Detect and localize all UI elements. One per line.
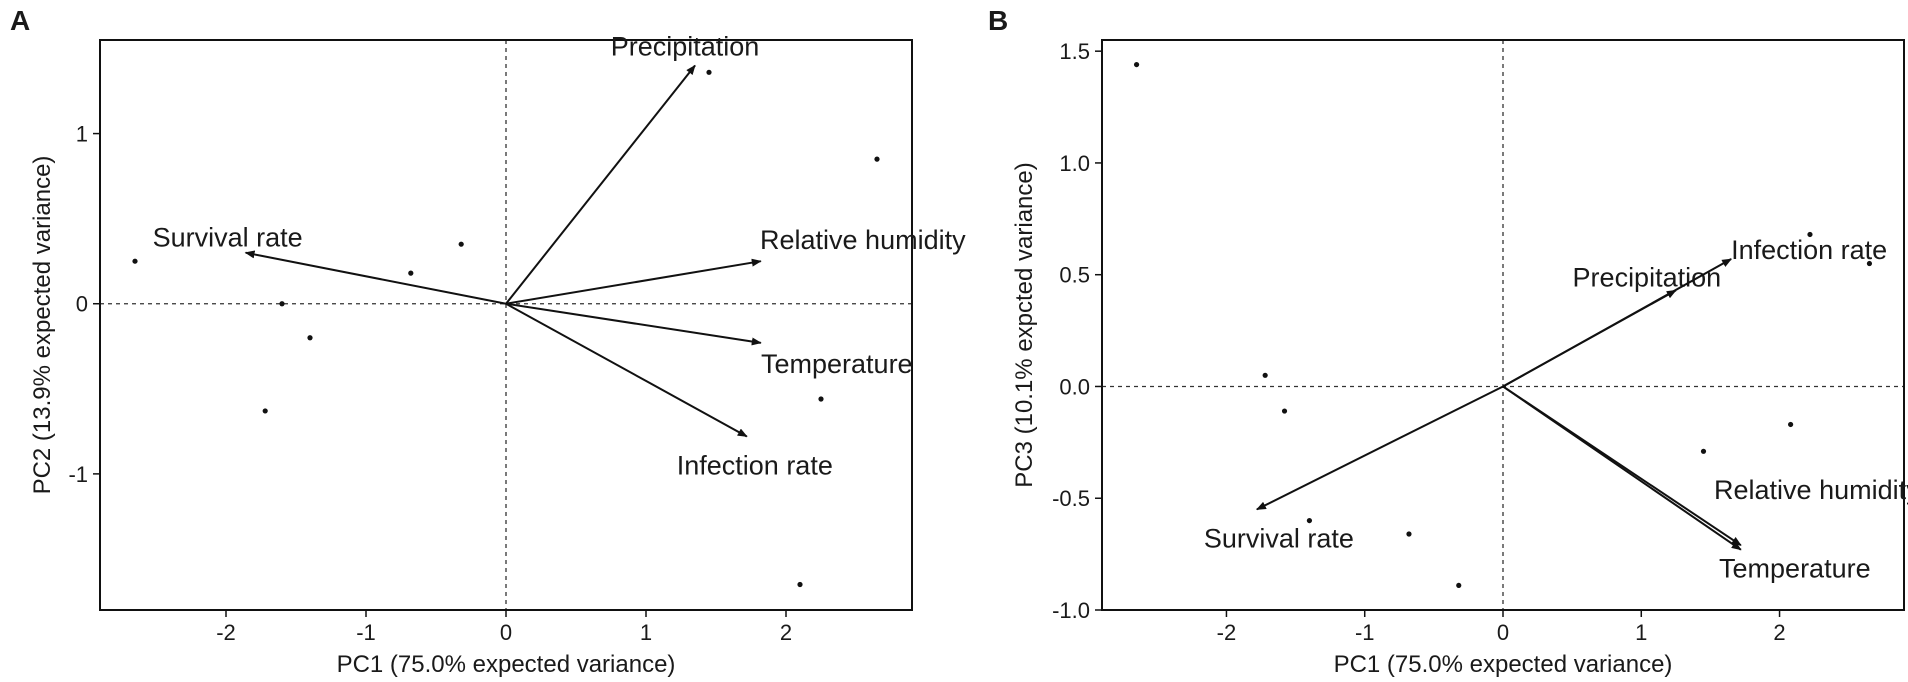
panel-b-data-point bbox=[1788, 421, 1794, 428]
panel-a-data-point bbox=[706, 69, 712, 75]
panel-a-y-tick-label: 1 bbox=[76, 122, 88, 147]
panel-a-loading-label-infection-rate: Infection rate bbox=[677, 450, 833, 480]
panel-b-x-tick-label: -1 bbox=[1355, 620, 1375, 645]
panel-b-loading-arrow-temperature bbox=[1502, 385, 1742, 551]
panel-a-y-tick-label: -1 bbox=[68, 462, 88, 487]
panel-b-y-tick-label: -1.0 bbox=[1052, 598, 1090, 623]
panel-a-y-tick-label: 0 bbox=[76, 292, 88, 317]
panel-a-data-point bbox=[408, 270, 414, 276]
panel-b-data-point bbox=[1807, 231, 1813, 238]
panel-a-x-tick-label: 0 bbox=[500, 620, 512, 645]
panel-a-x-tick-label: 1 bbox=[640, 620, 652, 645]
panel-a-data-point bbox=[262, 408, 268, 414]
panel-a-data-point bbox=[818, 396, 824, 402]
panel-a-data-point bbox=[797, 581, 803, 588]
panel-b-data-point bbox=[1306, 517, 1313, 524]
panel-b-loading-label-relative-humidity: Relative humidity bbox=[1714, 475, 1908, 505]
panel-a-loading-label-relative-humidity: Relative humidity bbox=[760, 225, 966, 255]
panel-b-y-tick-label: -0.5 bbox=[1052, 486, 1090, 511]
panel-a-loading-arrow-relative-humidity bbox=[505, 258, 762, 305]
panel-b-data-point bbox=[1456, 582, 1462, 589]
panel-a-x-axis-title: PC1 (75.0% expected variance) bbox=[337, 651, 676, 678]
panel-b-loading-arrow-infection-rate bbox=[1502, 258, 1733, 388]
panel-a-marks: -2 -1 0 1 2 -1 0 1 PC1 (75.0% expected variance)… bbox=[29, 32, 966, 678]
panel-a-loading-arrow-survival-rate bbox=[244, 250, 507, 305]
panel-a-data-point bbox=[458, 241, 464, 247]
panel-b-loading-label-temperature: Temperature bbox=[1719, 554, 1871, 584]
panel-a-data-point bbox=[132, 258, 138, 264]
panel-a-loading-arrow-temperature bbox=[505, 302, 762, 346]
panel-a-loading-arrow-precipitation bbox=[505, 64, 696, 305]
panel-b-data-point bbox=[1133, 61, 1140, 68]
panel-b-y-tick-label: 0.0 bbox=[1059, 374, 1090, 399]
panel-a-loading-arrow-infection-rate bbox=[505, 302, 748, 438]
panel-a-biplot: A -2 -1 0 1 2 -1 0 1 PC1 (75.0% expected varianc… bbox=[10, 5, 966, 678]
panel-b-marks: -2 -1 0 1 2 -1.0 -0.5 0.0 0.5 1.0 1.5 PC1 (75.0% ex… bbox=[1011, 39, 1908, 678]
panel-a-data-point bbox=[307, 335, 313, 341]
panel-b-letter: B bbox=[988, 5, 1008, 36]
panel-b-data-point bbox=[1700, 448, 1707, 454]
panel-b-x-tick-label: 2 bbox=[1773, 620, 1785, 645]
panel-a-letter: A bbox=[10, 5, 30, 36]
panel-b-x-tick-label: -2 bbox=[1217, 620, 1237, 645]
panel-b-loading-label-survival-rate: Survival rate bbox=[1204, 523, 1354, 553]
panel-a-loading-label-precipitation: Precipitation bbox=[611, 32, 760, 62]
panel-b-loading-arrow-survival-rate bbox=[1255, 385, 1504, 511]
panel-a-plot-frame bbox=[99, 39, 913, 611]
panel-b-x-axis-title: PC1 (75.0% expected variance) bbox=[1334, 651, 1673, 678]
panel-b-x-tick-label: 0 bbox=[1497, 620, 1509, 645]
panel-b-y-tick-label: 1.5 bbox=[1059, 39, 1090, 64]
panel-a-x-tick-label: -2 bbox=[216, 620, 236, 645]
panel-a-x-tick-label: -1 bbox=[356, 620, 376, 645]
panel-b-loading-label-infection-rate: Infection rate bbox=[1731, 235, 1887, 265]
panel-b-data-point bbox=[1281, 408, 1288, 414]
panel-b-x-tick-label: 1 bbox=[1635, 620, 1647, 645]
panel-b-biplot: B -2 -1 0 1 2 -1.0 -0.5 0.0 0.5 1.0 1.5 PC1 (75.0% … bbox=[988, 5, 1908, 678]
panel-b-data-point bbox=[1262, 372, 1268, 378]
panel-b-y-tick-label: 1.0 bbox=[1059, 151, 1090, 176]
panel-b-y-tick-label: 0.5 bbox=[1059, 263, 1090, 288]
panel-a-data-point bbox=[279, 301, 285, 307]
panel-b-y-axis-title: PC3 (10.1% expcted variance) bbox=[1011, 162, 1038, 488]
panel-a-loading-label-temperature: Temperature bbox=[761, 349, 913, 379]
panel-a-x-tick-label: 2 bbox=[780, 620, 792, 645]
panel-b-data-point bbox=[1406, 531, 1412, 537]
panel-a-loading-label-survival-rate: Survival rate bbox=[153, 223, 303, 253]
panel-a-y-axis-title: PC2 (13.9% expected variance) bbox=[29, 156, 56, 495]
panel-b-data-point bbox=[1866, 260, 1873, 267]
panel-a-data-point bbox=[874, 156, 880, 162]
